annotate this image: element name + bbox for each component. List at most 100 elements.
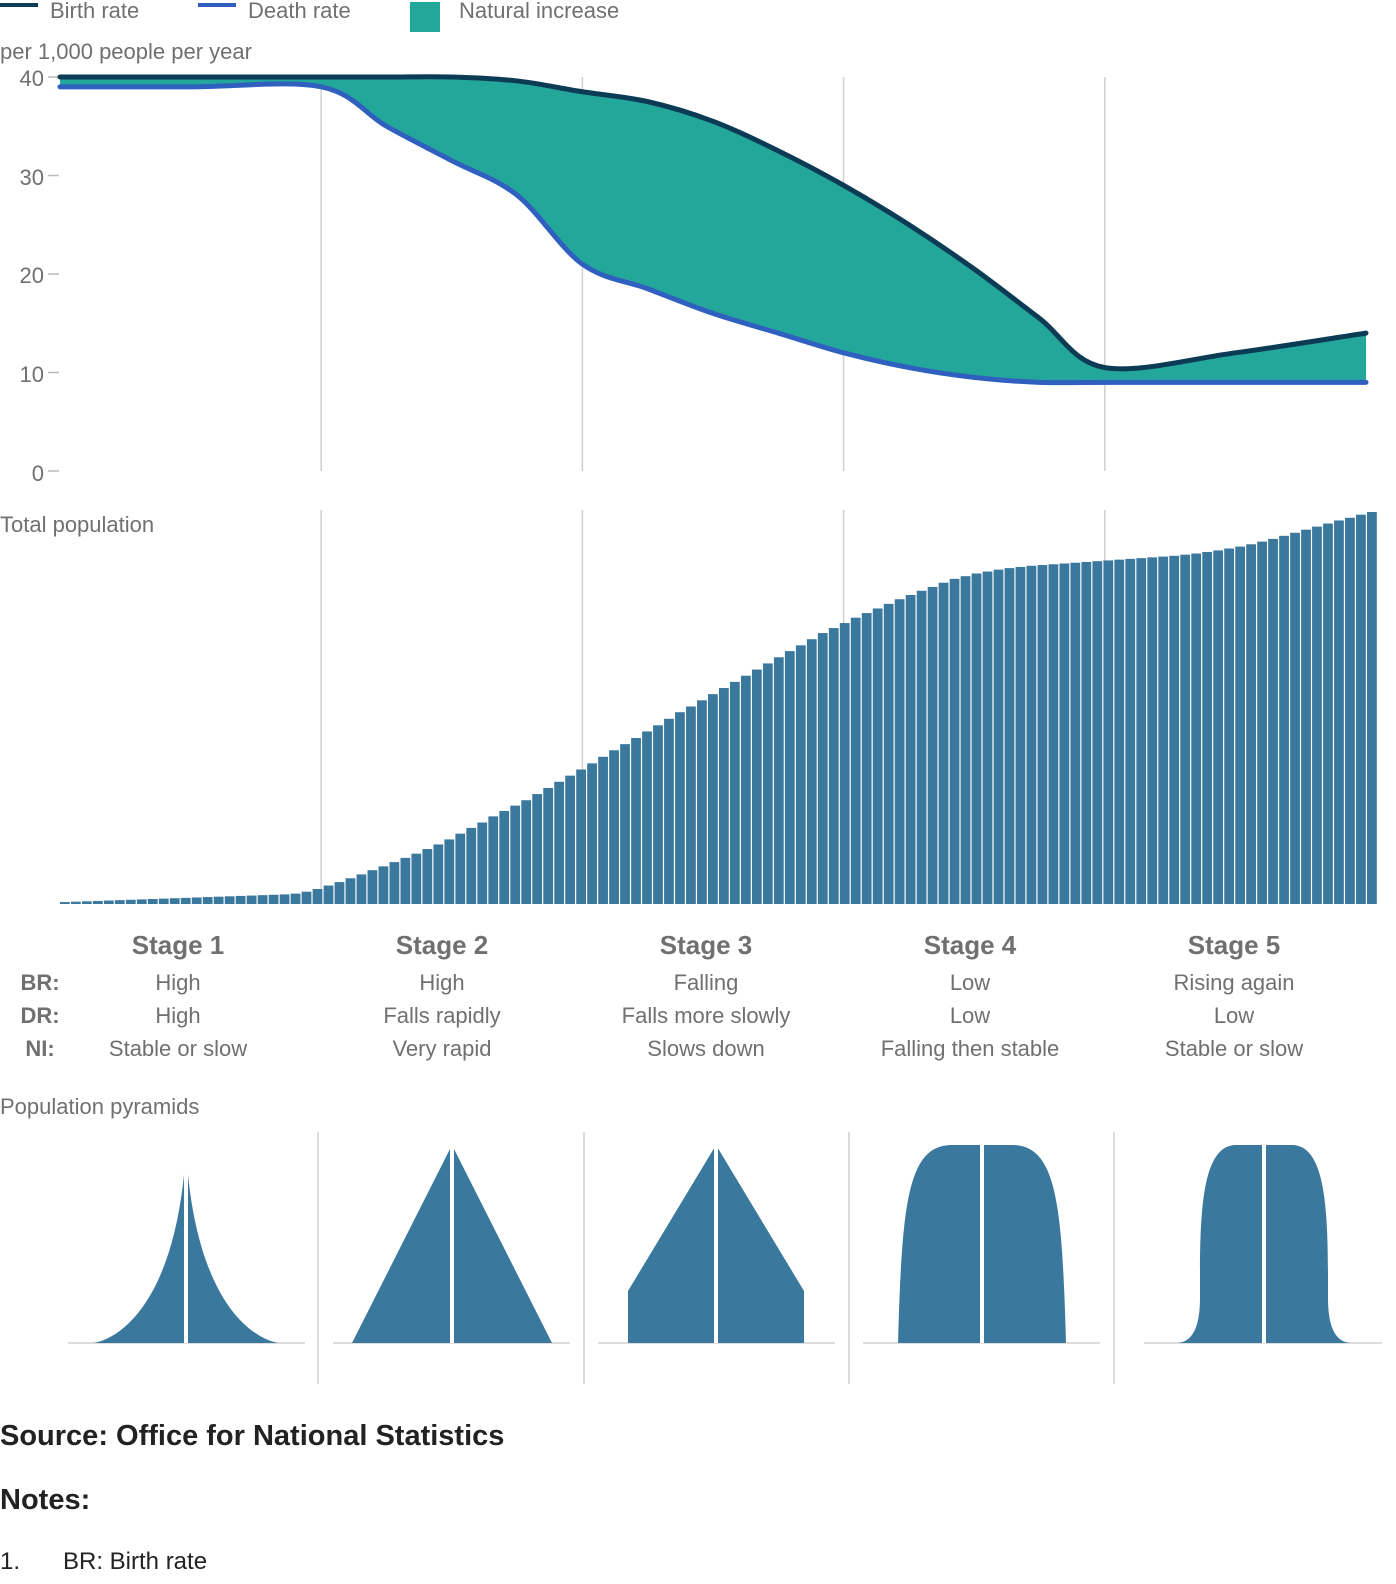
population-bar — [1257, 541, 1267, 904]
pyramids-title: Population pyramids — [0, 1094, 200, 1119]
population-bar — [1037, 565, 1048, 904]
population-bar — [301, 891, 312, 904]
population-bar — [1125, 558, 1136, 904]
population-bar — [1235, 546, 1245, 904]
population-bar — [642, 731, 652, 904]
legend-birth-rate-swatch — [0, 3, 38, 7]
population-bar — [587, 763, 597, 904]
stage-1-title: Stage 1 — [131, 930, 225, 960]
population-bar — [1312, 526, 1322, 904]
population-bar — [740, 675, 751, 904]
population-bar — [400, 857, 411, 904]
population-bar — [455, 833, 466, 904]
population-bar — [675, 712, 685, 904]
population-bar — [554, 781, 565, 904]
population-bar — [356, 874, 367, 904]
population-bar — [751, 669, 762, 904]
stage-1-br: High — [155, 970, 201, 995]
y-tick-label: 30 — [19, 165, 44, 190]
population-bar — [576, 769, 586, 904]
population-bar — [510, 805, 521, 904]
population-bar — [1213, 550, 1224, 904]
stage-1-dr: High — [155, 1003, 201, 1028]
population-bar — [1048, 564, 1059, 904]
population-bar — [70, 901, 81, 904]
population-bar — [125, 899, 136, 904]
population-bar — [246, 895, 257, 904]
ni-row-label: NI: — [25, 1036, 55, 1061]
population-bar — [1136, 558, 1147, 904]
legend-natural-increase-label: Natural increase — [459, 0, 620, 23]
population-bar — [729, 681, 740, 904]
population-bar — [1279, 535, 1289, 904]
stage-5-title: Stage 5 — [1187, 930, 1281, 960]
population-bar — [1092, 561, 1103, 904]
population-bar — [938, 582, 949, 904]
population-bar — [817, 633, 828, 904]
population-bar — [224, 896, 235, 904]
population-bar — [883, 603, 894, 904]
population-bar — [1169, 555, 1180, 904]
birth-rate-line — [57, 74, 1369, 372]
population-bar — [444, 839, 455, 904]
population-bar — [872, 608, 883, 904]
population-bar — [323, 885, 334, 904]
population-bar — [532, 794, 543, 904]
stage-3-ni: Slows down — [647, 1036, 765, 1061]
population-bar — [422, 849, 433, 904]
population-bar — [1081, 561, 1092, 904]
population-bar — [114, 900, 125, 904]
stage-4-dr: Low — [949, 1003, 991, 1028]
population-bar — [92, 900, 103, 904]
population-bar — [81, 901, 92, 904]
population-bar — [367, 870, 378, 904]
population-bar — [1158, 556, 1169, 904]
population-bar — [169, 898, 180, 904]
population-bar — [202, 897, 213, 904]
population-bar — [861, 613, 872, 904]
legend-natural-increase-swatch — [410, 2, 440, 32]
population-bar — [565, 775, 576, 904]
population-bar — [708, 694, 718, 904]
population-bar — [433, 844, 444, 904]
population-bar — [477, 822, 488, 904]
population-bar — [378, 866, 389, 904]
population-bar — [1191, 553, 1202, 904]
stage-2-br: High — [419, 970, 465, 995]
dr-row-label: DR: — [20, 1003, 60, 1028]
population-bar — [982, 571, 993, 904]
y-tick-label: 40 — [19, 66, 44, 91]
population-bar — [499, 810, 510, 904]
population-bar — [850, 617, 861, 904]
population-bar — [773, 657, 784, 904]
population-bar — [488, 816, 499, 904]
population-bar — [784, 651, 795, 904]
population-bar — [598, 756, 608, 904]
population-bar — [1026, 565, 1037, 904]
population-bar — [1180, 554, 1191, 904]
stage-3-dr: Falls more slowly — [621, 1003, 791, 1028]
death-rate-line — [57, 81, 1369, 386]
stage-2-dr: Falls rapidly — [383, 1003, 501, 1028]
population-bar — [290, 893, 301, 904]
population-bar — [828, 628, 839, 904]
y-tick-label: 0 — [31, 461, 44, 486]
population-bar — [147, 899, 158, 904]
chart-canvas — [48, 74, 1382, 1384]
population-bar — [894, 599, 905, 904]
population-bar — [1202, 551, 1213, 904]
note-text: BR: Birth rate — [63, 1548, 208, 1575]
population-bar — [1147, 557, 1158, 904]
population-bar — [719, 688, 729, 904]
population-bar — [521, 800, 532, 904]
population-bar — [411, 853, 422, 904]
population-bar — [1268, 538, 1278, 904]
population-bar — [839, 623, 850, 904]
population-bar — [268, 894, 279, 904]
population-chart-title: Total population — [0, 512, 155, 537]
population-bar — [949, 578, 960, 904]
population-bar — [1301, 529, 1311, 904]
population-bar — [686, 706, 696, 904]
stage-2-title: Stage 2 — [395, 930, 489, 960]
